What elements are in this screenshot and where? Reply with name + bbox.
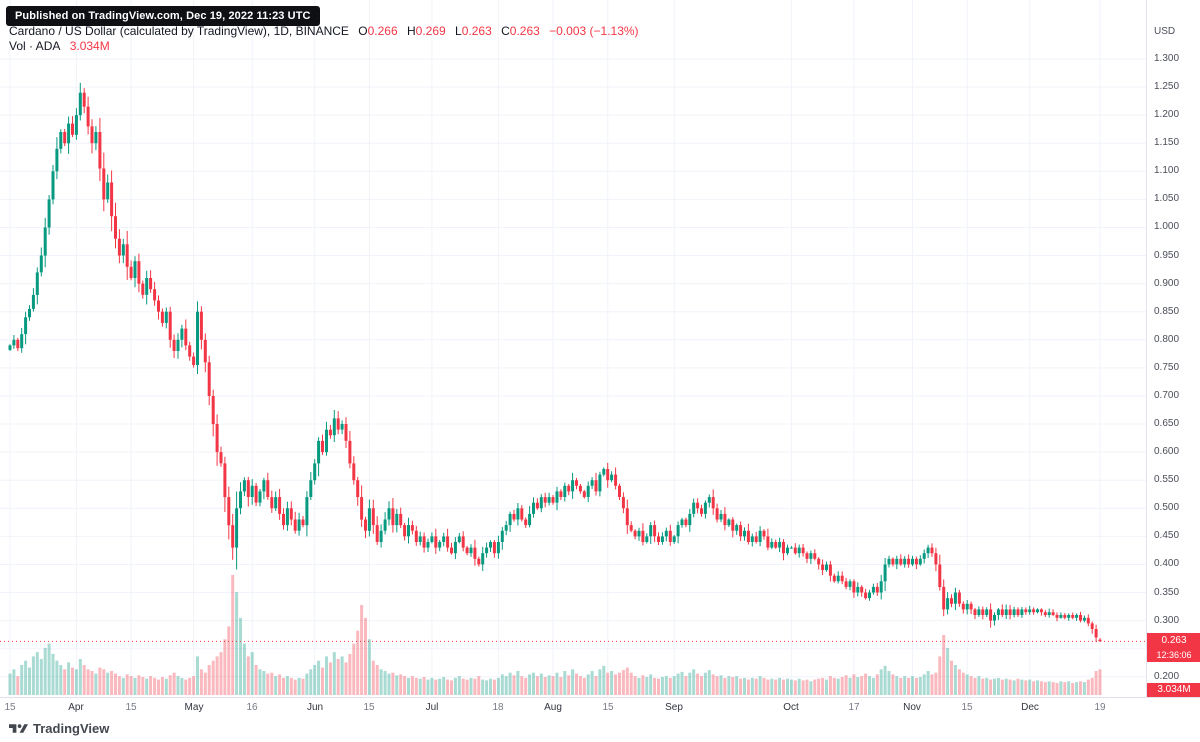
- time-axis-label: Sep: [665, 702, 683, 713]
- time-axis-label: 17: [848, 702, 860, 713]
- ohlc-open-label: O: [358, 24, 368, 38]
- time-axis[interactable]: 15 Apr 15 May 16 Jun 15 Jul 18 Aug 15 Sep Oct 17 Nov 15…: [0, 697, 1200, 719]
- price-axis-label: 0.550: [1154, 474, 1180, 485]
- countdown-label: 12:36:06: [1147, 649, 1200, 662]
- time-axis-label: Jul: [425, 702, 439, 713]
- volume-label[interactable]: Vol · ADA: [9, 39, 61, 53]
- price-axis-label: 0.200: [1154, 671, 1180, 682]
- price-axis-label: 0.300: [1154, 615, 1180, 626]
- price-axis-label: 0.500: [1154, 502, 1180, 513]
- chart-legend: Cardano / US Dollar (calculated by Tradi…: [9, 24, 639, 54]
- time-axis-label: 15: [4, 702, 16, 713]
- time-axis-label: 15: [602, 702, 614, 713]
- legend-volume-row: Vol · ADA 3.034M: [9, 39, 639, 54]
- time-axis-label: Oct: [783, 702, 799, 713]
- ohlc-close-value: 0.263: [509, 24, 540, 38]
- time-axis-label: Jun: [306, 702, 324, 713]
- price-axis-label: 0.650: [1154, 418, 1180, 429]
- price-axis-label: 0.950: [1154, 250, 1180, 261]
- tradingview-logo-icon: [9, 721, 28, 736]
- ohlc-low-value: 0.263: [461, 24, 492, 38]
- price-axis-label: 0.750: [1154, 362, 1180, 373]
- price-axis-label: 0.700: [1154, 390, 1180, 401]
- tradingview-logo-text: TradingView: [33, 721, 110, 736]
- tradingview-logo[interactable]: TradingView: [9, 721, 109, 736]
- volume-series: [8, 575, 1102, 695]
- ohlc-high-label: H: [406, 24, 416, 38]
- price-axis-label: 0.350: [1154, 587, 1180, 598]
- price-axis-label: 1.200: [1154, 109, 1180, 120]
- footer: TradingView: [0, 719, 1200, 742]
- price-axis-label: 1.100: [1154, 165, 1180, 176]
- time-axis-label: 19: [1094, 702, 1106, 713]
- price-axis-label: 0.600: [1154, 446, 1180, 457]
- price-axis-label: 1.000: [1154, 221, 1180, 232]
- time-axis-label: Apr: [68, 702, 84, 713]
- price-axis-label: 0.800: [1154, 334, 1180, 345]
- price-axis[interactable]: USD 0.263 12:36:06 3.034M 0.2000.2500.30…: [1146, 0, 1200, 697]
- volume-value: 3.034M: [69, 39, 110, 53]
- ohlc-high-value: 0.269: [415, 24, 446, 38]
- last-price-label: 0.263: [1147, 633, 1200, 649]
- price-axis-label: 1.150: [1154, 137, 1180, 148]
- price-axis-label: 0.900: [1154, 278, 1180, 289]
- price-axis-label: 0.400: [1154, 558, 1180, 569]
- price-axis-currency: USD: [1154, 26, 1176, 37]
- legend-symbol-row: Cardano / US Dollar (calculated by Tradi…: [9, 24, 639, 39]
- change-value: −0.003 (−1.13%): [549, 24, 639, 38]
- time-axis-label: 15: [961, 702, 973, 713]
- price-axis-label: 1.300: [1154, 53, 1180, 64]
- candle-series: [8, 82, 1102, 643]
- ohlc-close-label: C: [501, 24, 510, 38]
- price-axis-label: 1.250: [1154, 81, 1180, 92]
- price-axis-label: 0.450: [1154, 530, 1180, 541]
- time-axis-label: Nov: [903, 702, 921, 713]
- time-axis-label: Dec: [1021, 702, 1039, 713]
- price-axis-label: 0.850: [1154, 306, 1180, 317]
- symbol-title[interactable]: Cardano / US Dollar (calculated by Tradi…: [9, 24, 349, 38]
- volume-badge: 3.034M: [1147, 683, 1200, 697]
- time-axis-label: 15: [363, 702, 375, 713]
- time-axis-label: 16: [246, 702, 258, 713]
- publish-badge: Published on TradingView.com, Dec 19, 20…: [6, 6, 320, 26]
- grid-lines: [0, 0, 1146, 697]
- time-axis-label: Aug: [544, 702, 562, 713]
- price-axis-label: 1.050: [1154, 193, 1180, 204]
- ohlc-low-label: L: [455, 24, 462, 38]
- candlestick-chart[interactable]: [0, 0, 1146, 697]
- time-axis-label: 18: [492, 702, 504, 713]
- time-axis-label: 15: [125, 702, 137, 713]
- ohlc-open-value: 0.266: [367, 24, 398, 38]
- time-axis-label: May: [184, 702, 204, 713]
